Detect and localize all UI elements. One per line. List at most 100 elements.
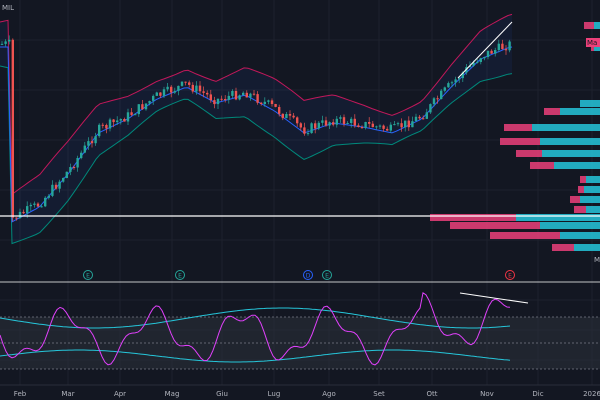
candle[interactable] bbox=[36, 203, 40, 207]
candle[interactable] bbox=[443, 87, 446, 91]
candle[interactable] bbox=[11, 39, 14, 218]
candle[interactable] bbox=[40, 206, 43, 208]
event-marker[interactable]: E bbox=[175, 270, 185, 280]
candle[interactable] bbox=[353, 118, 356, 126]
candle[interactable] bbox=[321, 120, 324, 123]
candle[interactable] bbox=[486, 50, 490, 57]
candle[interactable] bbox=[198, 85, 202, 92]
candle[interactable] bbox=[371, 123, 374, 128]
candle[interactable] bbox=[479, 58, 482, 62]
candle[interactable] bbox=[400, 123, 403, 128]
candle[interactable] bbox=[126, 112, 130, 122]
candle[interactable] bbox=[202, 91, 205, 93]
candle[interactable] bbox=[58, 181, 61, 189]
candle[interactable] bbox=[105, 125, 108, 129]
candle[interactable] bbox=[494, 50, 497, 54]
candle[interactable] bbox=[447, 83, 450, 88]
candle[interactable] bbox=[310, 123, 313, 134]
candle[interactable] bbox=[476, 62, 479, 63]
candle[interactable] bbox=[224, 99, 227, 100]
candle[interactable] bbox=[504, 49, 508, 51]
candle[interactable] bbox=[83, 145, 86, 153]
candle[interactable] bbox=[227, 95, 230, 100]
candle[interactable] bbox=[472, 62, 475, 66]
rsi-divergence-line[interactable] bbox=[459, 292, 529, 304]
candle[interactable] bbox=[429, 104, 432, 113]
candle[interactable] bbox=[112, 119, 115, 123]
event-marker[interactable]: E bbox=[505, 270, 515, 280]
candle[interactable] bbox=[98, 124, 101, 137]
candle[interactable] bbox=[155, 92, 158, 96]
candle[interactable] bbox=[166, 86, 169, 90]
candle[interactable] bbox=[90, 141, 94, 144]
candle[interactable] bbox=[231, 91, 234, 96]
trend-line-upper[interactable] bbox=[457, 21, 513, 79]
candle[interactable] bbox=[458, 78, 461, 80]
candle[interactable] bbox=[76, 158, 79, 168]
candle[interactable] bbox=[54, 184, 58, 189]
candle[interactable] bbox=[94, 136, 97, 144]
candle[interactable] bbox=[350, 118, 353, 123]
candles[interactable] bbox=[0, 35, 511, 222]
candle[interactable] bbox=[47, 195, 50, 198]
candle[interactable] bbox=[119, 119, 122, 121]
event-marker[interactable]: E bbox=[322, 270, 332, 280]
candle[interactable] bbox=[72, 167, 76, 168]
candle[interactable] bbox=[440, 90, 443, 99]
candle[interactable] bbox=[306, 133, 310, 135]
candle[interactable] bbox=[368, 122, 371, 124]
candle[interactable] bbox=[173, 90, 176, 93]
candle[interactable] bbox=[116, 120, 119, 123]
candle[interactable] bbox=[292, 115, 295, 118]
candle[interactable] bbox=[245, 92, 248, 98]
candle[interactable] bbox=[364, 122, 367, 128]
candle[interactable] bbox=[87, 141, 90, 146]
candle[interactable] bbox=[386, 128, 389, 131]
candle[interactable] bbox=[414, 116, 418, 122]
candle[interactable] bbox=[335, 118, 338, 125]
candle[interactable] bbox=[51, 184, 54, 196]
candle[interactable] bbox=[422, 118, 425, 120]
candle[interactable] bbox=[195, 85, 198, 92]
candle[interactable] bbox=[450, 82, 454, 84]
candle[interactable] bbox=[296, 117, 299, 124]
candle[interactable] bbox=[108, 119, 112, 129]
candle[interactable] bbox=[191, 84, 194, 92]
candle[interactable] bbox=[256, 94, 259, 103]
candle[interactable] bbox=[234, 91, 238, 100]
candle[interactable] bbox=[26, 206, 29, 214]
candle[interactable] bbox=[206, 92, 209, 95]
rsi-pane[interactable] bbox=[0, 291, 600, 370]
candle[interactable] bbox=[260, 102, 263, 104]
candle[interactable] bbox=[213, 100, 216, 105]
candle[interactable] bbox=[393, 124, 396, 126]
candle[interactable] bbox=[461, 72, 464, 79]
candle[interactable] bbox=[4, 41, 7, 44]
candle[interactable] bbox=[141, 104, 144, 110]
candle[interactable] bbox=[404, 120, 407, 128]
candle[interactable] bbox=[177, 85, 180, 91]
candle[interactable] bbox=[375, 126, 378, 128]
candle[interactable] bbox=[501, 43, 504, 50]
candle[interactable] bbox=[180, 81, 184, 86]
candle[interactable] bbox=[101, 124, 104, 126]
candle[interactable] bbox=[339, 117, 342, 119]
candle[interactable] bbox=[497, 43, 500, 50]
candle[interactable] bbox=[425, 112, 428, 119]
candle[interactable] bbox=[274, 104, 277, 107]
candle[interactable] bbox=[314, 123, 317, 129]
candle[interactable] bbox=[144, 103, 148, 110]
candle[interactable] bbox=[418, 116, 421, 119]
candle[interactable] bbox=[29, 204, 32, 207]
time-axis[interactable]: Feb Mar Apr Mag Giu Lug Ago Set Ott Nov Dic 2026 bbox=[14, 390, 600, 398]
candle[interactable] bbox=[249, 93, 252, 98]
candle[interactable] bbox=[130, 112, 133, 115]
candle[interactable] bbox=[288, 114, 292, 116]
candle[interactable] bbox=[188, 82, 191, 85]
candle[interactable] bbox=[346, 123, 349, 124]
candle[interactable] bbox=[299, 123, 302, 128]
candle[interactable] bbox=[137, 104, 140, 115]
candle[interactable] bbox=[328, 122, 331, 126]
candle[interactable] bbox=[378, 125, 382, 127]
